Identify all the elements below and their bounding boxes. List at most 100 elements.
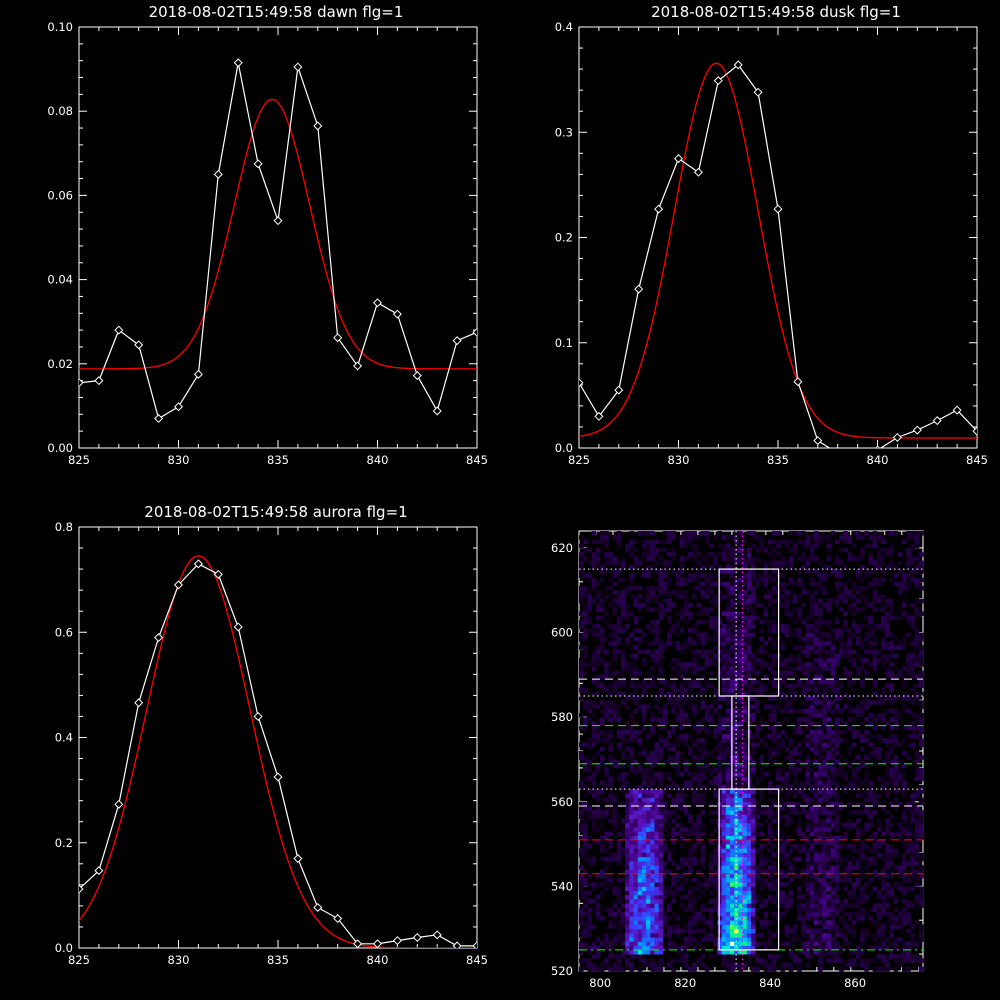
image-pixel bbox=[616, 734, 622, 739]
image-ytick-label: 620 bbox=[551, 541, 573, 555]
image-pixel bbox=[725, 882, 731, 887]
image-pixel bbox=[604, 937, 609, 942]
image-pixel bbox=[767, 636, 773, 642]
image-pixel bbox=[851, 776, 857, 782]
image-pixel bbox=[818, 657, 823, 663]
image-pixel bbox=[755, 662, 760, 667]
image-pixel bbox=[860, 721, 865, 727]
image-pixel bbox=[872, 755, 878, 760]
image-pixel bbox=[608, 907, 613, 913]
image-pixel bbox=[658, 801, 664, 807]
image-pixel bbox=[725, 937, 731, 942]
image-pixel bbox=[696, 801, 702, 807]
image-pixel bbox=[876, 818, 882, 824]
image-pixel bbox=[784, 607, 790, 612]
image-pixel bbox=[918, 712, 924, 718]
image-pixel bbox=[813, 810, 819, 815]
image-pixel bbox=[629, 725, 634, 731]
image-pixel bbox=[730, 619, 735, 625]
image-pixel bbox=[889, 831, 895, 837]
image-pixel bbox=[767, 899, 773, 904]
image-pixel bbox=[872, 653, 878, 659]
image-pixel bbox=[637, 852, 643, 858]
image-pixel bbox=[625, 704, 630, 710]
image-pixel bbox=[847, 645, 853, 650]
image-pixel bbox=[730, 932, 735, 938]
image-pixel bbox=[700, 687, 706, 693]
image-pixel bbox=[872, 734, 878, 739]
image-pixel bbox=[738, 708, 744, 714]
image-pixel bbox=[914, 877, 920, 883]
image-pixel bbox=[646, 704, 651, 710]
image-pixel bbox=[654, 691, 660, 697]
image-pixel bbox=[629, 894, 634, 900]
image-pixel bbox=[662, 907, 668, 913]
image-pixel bbox=[889, 602, 895, 608]
image-pixel bbox=[734, 801, 739, 807]
image-pixel bbox=[671, 742, 676, 748]
image-pixel bbox=[738, 852, 744, 858]
image-pixel bbox=[599, 590, 605, 595]
dawn-data-point bbox=[412, 371, 422, 381]
image-pixel bbox=[730, 894, 735, 900]
image-pixel bbox=[587, 615, 592, 621]
image-pixel bbox=[688, 687, 693, 693]
image-pixel bbox=[675, 759, 681, 765]
image-pixel bbox=[767, 869, 773, 875]
image-pixel bbox=[763, 649, 769, 655]
image-pixel bbox=[767, 619, 773, 625]
image-pixel bbox=[696, 679, 702, 684]
image-pixel bbox=[620, 734, 626, 739]
image-pixel bbox=[813, 907, 819, 913]
image-pixel bbox=[633, 827, 639, 832]
image-pixel bbox=[604, 856, 609, 862]
image-pixel bbox=[763, 641, 769, 646]
image-pixel bbox=[818, 835, 823, 841]
image-pixel bbox=[696, 721, 702, 727]
image-pixel bbox=[608, 945, 613, 951]
image-pixel bbox=[620, 594, 626, 600]
image-pixel bbox=[784, 818, 790, 824]
image-pixel bbox=[771, 797, 777, 803]
image-pixel bbox=[599, 869, 605, 875]
image-pixel bbox=[595, 789, 601, 794]
image-pixel bbox=[625, 818, 630, 824]
image-pixel bbox=[780, 873, 785, 879]
image-pixel bbox=[637, 877, 643, 883]
dawn-data-point bbox=[213, 169, 223, 179]
image-pixel bbox=[809, 666, 815, 672]
image-pixel bbox=[579, 751, 584, 756]
image-pixel bbox=[751, 657, 756, 663]
image-pixel bbox=[813, 628, 819, 633]
image-pixel bbox=[767, 696, 773, 701]
image-pixel bbox=[725, 789, 731, 794]
image-pixel bbox=[725, 924, 731, 930]
image-pixel bbox=[730, 691, 735, 697]
image-pixel bbox=[847, 941, 853, 947]
image-pixel bbox=[667, 907, 672, 913]
image-pixel bbox=[742, 848, 748, 853]
image-pixel bbox=[868, 835, 874, 841]
image-pixel bbox=[851, 962, 857, 968]
image-pixel bbox=[688, 861, 693, 866]
image-pixel bbox=[704, 966, 710, 972]
image-pixel bbox=[688, 903, 693, 908]
image-pixel bbox=[914, 945, 920, 951]
image-pixel bbox=[885, 890, 890, 896]
image-pixel bbox=[683, 602, 689, 608]
image-pixel bbox=[809, 767, 815, 773]
image-pixel bbox=[742, 941, 748, 947]
image-pixel bbox=[700, 632, 706, 638]
image-pixel bbox=[700, 751, 706, 756]
image-pixel bbox=[868, 649, 874, 655]
image-pixel bbox=[902, 861, 907, 866]
image-pixel bbox=[709, 920, 714, 925]
image-pixel bbox=[688, 780, 693, 786]
image-pixel bbox=[755, 954, 760, 959]
image-pixel bbox=[834, 958, 840, 963]
image-pixel bbox=[650, 780, 655, 786]
image-pixel bbox=[730, 852, 735, 858]
image-pixel bbox=[830, 700, 836, 705]
image-pixel bbox=[788, 869, 794, 875]
image-pixel bbox=[818, 856, 823, 862]
